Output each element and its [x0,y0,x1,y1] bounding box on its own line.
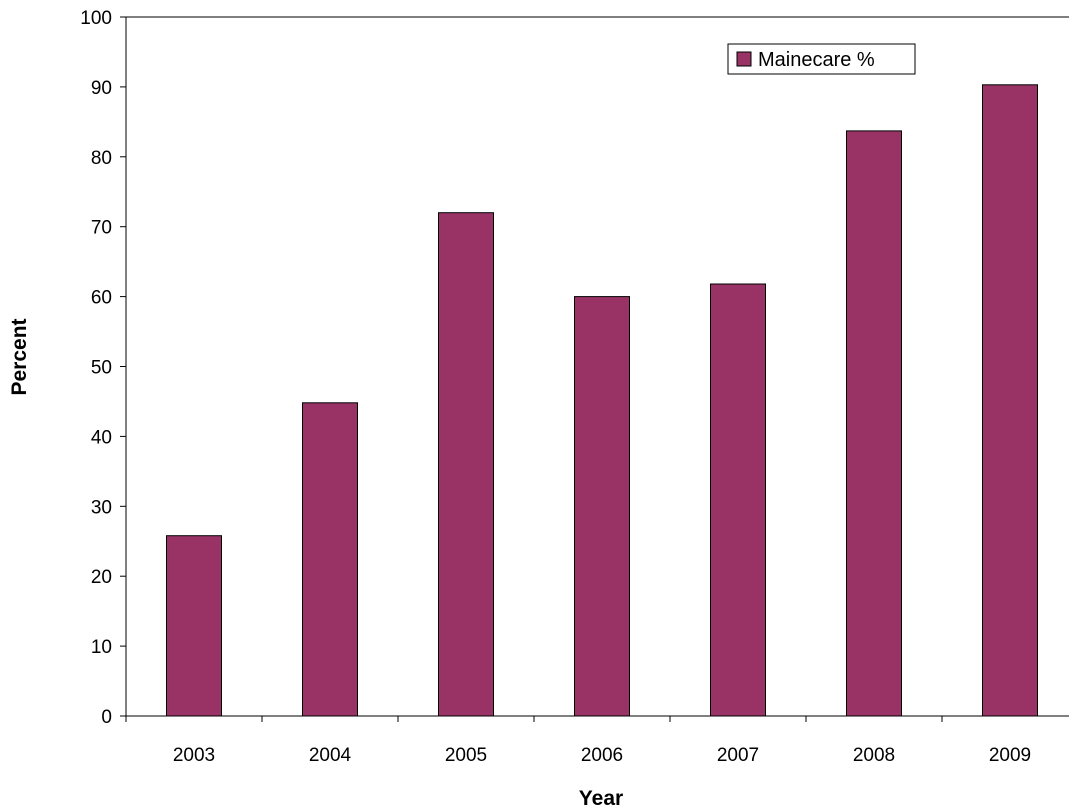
x-tick-label: 2005 [445,745,487,766]
y-tick-label: 90 [91,78,112,99]
y-tick-label: 30 [91,497,112,518]
y-tick-label: 70 [91,218,112,239]
x-axis-title: Year [579,787,623,810]
y-tick-label: 20 [91,567,112,588]
y-tick-label: 40 [91,427,112,448]
bar-2003 [166,535,222,717]
bar-2007 [710,283,766,717]
bar-2005 [438,212,494,717]
x-ticks-group: 2003 2004 2005 2006 2007 2008 2009 [125,716,1031,766]
y-tick-label: 100 [80,8,112,29]
x-tick-label: 2008 [853,745,895,766]
x-tick-label: 2009 [989,745,1031,766]
bar-2006 [574,296,630,717]
x-tick-label: 2006 [581,745,623,766]
legend-swatch [736,51,752,67]
y-ticks-group: 0 10 20 30 40 50 60 70 80 90 100 [80,8,126,728]
bar-2009 [982,84,1038,717]
y-tick-label: 10 [91,637,112,658]
y-tick-label: 0 [101,707,112,728]
x-tick-label: 2007 [717,745,759,766]
bar-2008 [846,130,902,717]
y-tick-label: 60 [91,288,112,309]
x-tick-label: 2003 [173,745,215,766]
y-axis-title: Percent [8,318,31,395]
y-tick-label: 80 [91,148,112,169]
y-tick-label: 50 [91,358,112,379]
x-tick-label: 2004 [309,745,352,766]
legend: Mainecare % [727,43,916,75]
bar-2004 [302,402,358,717]
legend-label: Mainecare % [758,49,875,71]
legend-box [727,43,916,75]
bars-group [166,84,1038,717]
